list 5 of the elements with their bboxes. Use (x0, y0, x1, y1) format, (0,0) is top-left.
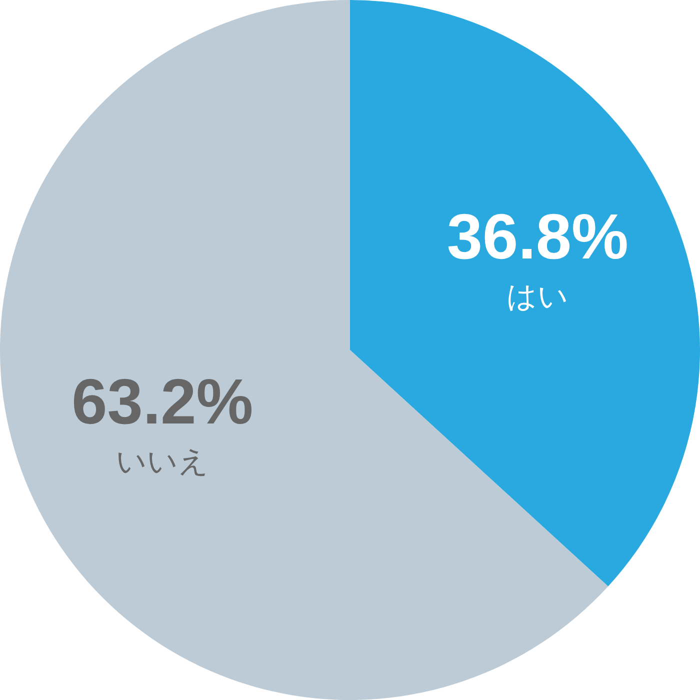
pie-slice (350, 0, 700, 586)
data-label: 63.2% (72, 366, 254, 438)
slice-label: いいえ (116, 444, 209, 480)
data-label: 36.8% (446, 200, 628, 272)
slice-label: はい (506, 279, 569, 314)
